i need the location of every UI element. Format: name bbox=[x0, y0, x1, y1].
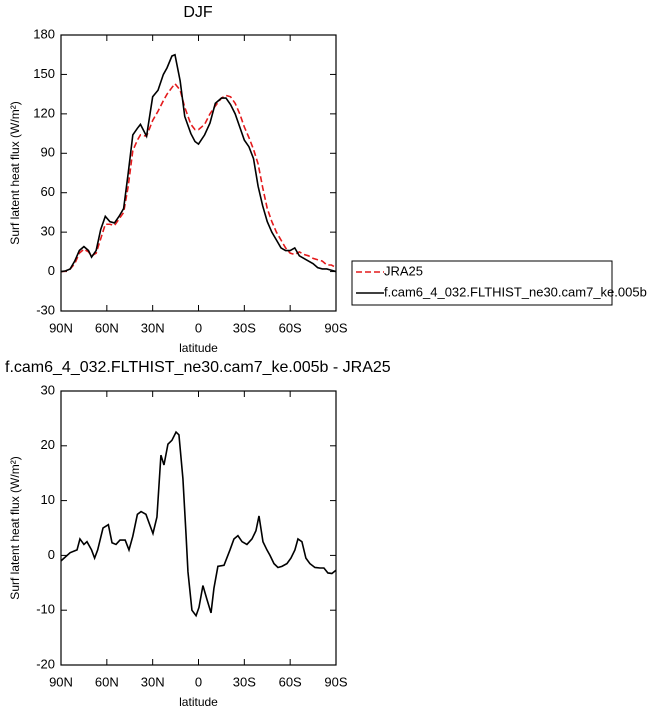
x-tick-label: 90S bbox=[324, 674, 347, 689]
x-tick-label: 90N bbox=[49, 320, 73, 335]
y-tick-label: 90 bbox=[41, 145, 55, 160]
y-tick-label: 0 bbox=[48, 263, 55, 278]
y-tick-label: 60 bbox=[41, 184, 55, 199]
chart-title: DJF bbox=[183, 4, 213, 21]
y-axis-title: Surf latent heat flux (W/m²) bbox=[8, 101, 22, 244]
x-axis-title: latitude bbox=[179, 341, 218, 355]
x-tick-label: 60N bbox=[95, 320, 119, 335]
x-tick-label: 90S bbox=[324, 320, 347, 335]
legend-label: f.cam6_4_032.FLTHIST_ne30.cam7_ke.005b bbox=[384, 284, 647, 299]
data-line bbox=[60, 430, 337, 618]
x-axis-title: latitude bbox=[179, 695, 218, 709]
x-tick-label: 60S bbox=[279, 320, 302, 335]
legend-box bbox=[351, 260, 613, 306]
y-tick-label: -10 bbox=[36, 602, 55, 617]
chart-title: f.cam6_4_032.FLTHIST_ne30.cam7_ke.005b -… bbox=[5, 359, 391, 376]
y-tick-label: 0 bbox=[48, 547, 55, 562]
data-line bbox=[60, 82, 337, 273]
x-tick-label: 0 bbox=[195, 320, 202, 335]
y-tick-label: 10 bbox=[41, 492, 55, 507]
y-tick-label: -30 bbox=[36, 302, 55, 317]
x-tick-label: 60S bbox=[279, 674, 302, 689]
data-line bbox=[60, 53, 337, 273]
plot-frame bbox=[60, 390, 337, 666]
x-tick-label: 90N bbox=[49, 674, 73, 689]
y-tick-label: -20 bbox=[36, 656, 55, 671]
y-axis-title: Surf latent heat flux (W/m²) bbox=[8, 456, 22, 599]
y-tick-label: 20 bbox=[41, 437, 55, 452]
y-tick-label: 150 bbox=[33, 66, 55, 81]
y-tick-label: 120 bbox=[33, 105, 55, 120]
x-tick-label: 0 bbox=[195, 674, 202, 689]
y-tick-label: 180 bbox=[33, 26, 55, 41]
x-tick-label: 30S bbox=[233, 320, 256, 335]
y-tick-label: 30 bbox=[41, 382, 55, 397]
x-tick-label: 30N bbox=[141, 320, 165, 335]
legend-label: JRA25 bbox=[384, 263, 423, 278]
y-tick-label: 30 bbox=[41, 224, 55, 239]
plot-frame bbox=[60, 34, 337, 312]
x-tick-label: 30N bbox=[141, 674, 165, 689]
x-tick-label: 30S bbox=[233, 674, 256, 689]
x-tick-label: 60N bbox=[95, 674, 119, 689]
